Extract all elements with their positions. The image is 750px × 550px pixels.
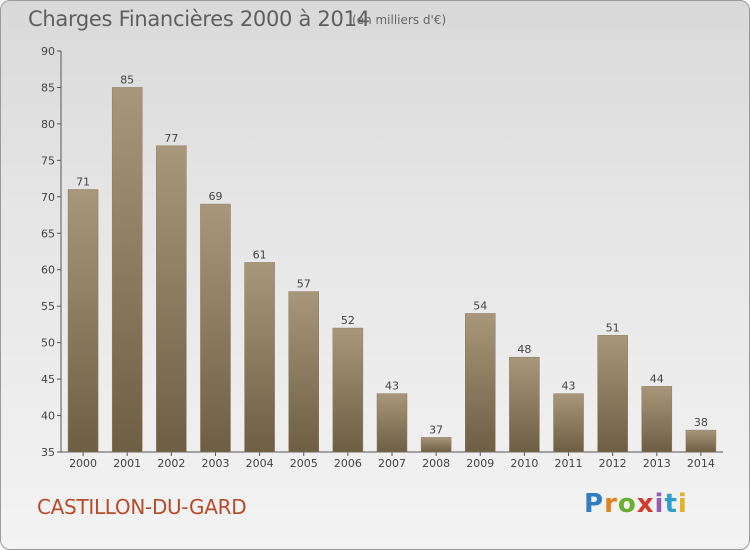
bar-value-label: 71 — [76, 176, 90, 189]
bar-value-label: 44 — [650, 372, 664, 385]
bar-value-label: 52 — [341, 314, 355, 327]
logo-letter: i — [654, 489, 665, 519]
bar — [156, 145, 187, 453]
bar — [244, 262, 275, 453]
y-tick-label: 85 — [41, 81, 55, 94]
x-tick-label: 2001 — [113, 457, 141, 470]
y-tick-label: 40 — [41, 410, 55, 423]
x-tick-label: 2010 — [510, 457, 538, 470]
y-tick-label: 55 — [41, 300, 55, 313]
bar-value-label: 48 — [517, 343, 531, 356]
bar-value-label: 61 — [253, 248, 267, 261]
chart-bars — [67, 87, 717, 453]
x-tick-label: 2000 — [69, 457, 97, 470]
y-tick-label: 60 — [41, 264, 55, 277]
city-name: CASTILLON-DU-GARD — [37, 495, 247, 519]
y-tick-label: 50 — [41, 337, 55, 350]
logo-letter: o — [617, 489, 637, 519]
bar — [332, 327, 364, 453]
x-tick-label: 2004 — [246, 457, 274, 470]
bar-value-label: 54 — [473, 299, 487, 312]
x-tick-label: 2008 — [422, 457, 450, 470]
bar — [597, 335, 628, 453]
bar-value-label: 85 — [120, 73, 134, 86]
y-tick-label: 75 — [41, 154, 55, 167]
logo-letter: x — [636, 489, 655, 519]
x-tick-label: 2005 — [290, 457, 318, 470]
y-tick-label: 80 — [41, 118, 55, 131]
chart-title: Charges Financières 2000 à 2014 — [28, 7, 370, 31]
bar-value-label: 37 — [429, 423, 443, 436]
bar — [641, 386, 673, 453]
bar-value-label: 57 — [297, 278, 311, 291]
x-tick-label: 2014 — [687, 457, 715, 470]
logo-letter: i — [677, 489, 688, 519]
proxiti-logo: Proxiti — [584, 489, 688, 519]
chart-axes: 35 40 45 50 55 60 65 70 75 80 85 90 2000 2001 2002 2003… — [41, 45, 723, 470]
bar — [420, 437, 452, 453]
x-tick-label: 2006 — [334, 457, 362, 470]
x-tick-label: 2012 — [599, 457, 627, 470]
x-tick-label: 2009 — [466, 457, 494, 470]
chart-value-labels: 71 85 77 69 61 57 52 43 37 54 48 43 51 44 38 — [76, 73, 708, 436]
bar — [67, 189, 99, 453]
x-tick-label: 2007 — [378, 457, 406, 470]
bar — [200, 203, 231, 453]
x-tick-label: 2011 — [555, 457, 583, 470]
bar-value-label: 77 — [164, 132, 178, 145]
y-tick-label: 70 — [41, 191, 55, 204]
bar-value-label: 69 — [208, 190, 222, 203]
x-tick-label: 2002 — [157, 457, 185, 470]
bar-value-label: 43 — [562, 380, 576, 393]
bar — [685, 429, 717, 453]
y-tick-label: 65 — [41, 227, 55, 240]
y-tick-label: 90 — [41, 45, 55, 58]
y-tick-label: 45 — [41, 373, 55, 386]
bar — [288, 291, 319, 453]
bar-value-label: 38 — [694, 416, 708, 429]
bar-value-label: 51 — [606, 321, 620, 334]
x-tick-label: 2013 — [643, 457, 671, 470]
logo-letter: r — [604, 489, 618, 519]
logo-letter: P — [584, 489, 605, 519]
bar — [111, 87, 143, 453]
y-tick-label: 35 — [41, 446, 55, 459]
chart-subtitle: (en milliers d'€) — [352, 13, 447, 27]
logo-letter: t — [664, 489, 678, 519]
bar — [553, 393, 584, 453]
bar — [509, 356, 540, 453]
bar-value-label: 43 — [385, 380, 399, 393]
bar — [465, 313, 496, 453]
x-tick-label: 2003 — [201, 457, 229, 470]
bar — [376, 393, 408, 453]
